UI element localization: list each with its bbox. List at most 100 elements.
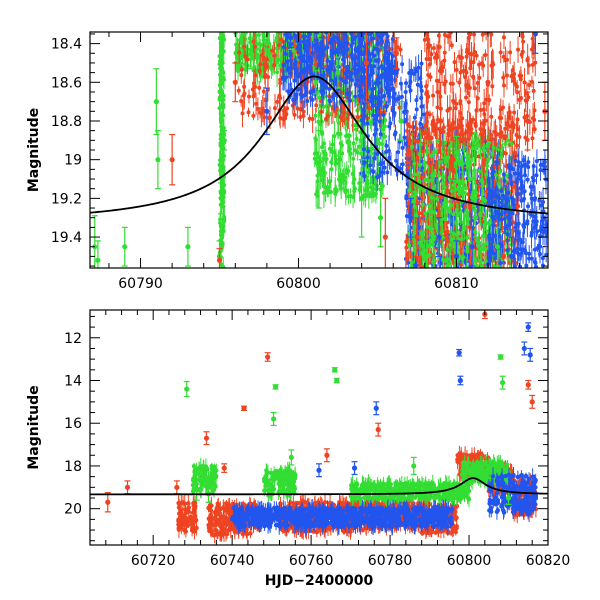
data-point	[503, 151, 508, 156]
data-point	[453, 225, 458, 230]
data-point	[343, 188, 348, 193]
data-point	[434, 161, 439, 166]
data-point	[375, 77, 380, 82]
data-point	[380, 94, 385, 99]
data-point	[367, 82, 372, 87]
data-point	[221, 33, 226, 38]
data-point	[385, 170, 390, 175]
data-point	[320, 91, 325, 96]
data-point	[272, 53, 277, 58]
data-point	[402, 135, 407, 140]
data-point	[417, 211, 422, 216]
data-point	[299, 56, 304, 61]
data-point	[515, 143, 520, 148]
data-point	[365, 68, 370, 73]
data-point	[242, 84, 247, 89]
data-point	[281, 76, 286, 81]
data-point	[380, 142, 385, 147]
data-point	[373, 191, 378, 196]
data-point	[351, 141, 356, 146]
data-point	[481, 135, 486, 140]
data-point	[338, 141, 343, 146]
data-point	[404, 256, 409, 261]
data-point	[319, 109, 324, 114]
data-point	[392, 111, 397, 116]
data-point	[404, 81, 409, 86]
data-point	[478, 127, 483, 132]
data-point	[353, 148, 358, 153]
data-point	[410, 144, 415, 149]
data-point	[351, 194, 356, 199]
data-point	[312, 151, 317, 156]
data-point	[377, 102, 382, 107]
data-point	[332, 82, 337, 87]
data-point	[256, 32, 261, 37]
data-point	[344, 40, 349, 45]
data-point	[414, 126, 419, 131]
data-point	[258, 62, 263, 67]
data-point	[418, 76, 423, 81]
data-point	[374, 127, 379, 132]
data-point	[328, 40, 333, 45]
data-point	[262, 115, 267, 120]
data-point	[251, 113, 256, 118]
data-point	[358, 87, 363, 92]
data-point	[451, 212, 456, 217]
data-point	[365, 181, 370, 186]
data-point	[258, 42, 263, 47]
data-point	[222, 77, 227, 82]
data-point	[322, 170, 327, 175]
data-point	[418, 255, 423, 260]
data-point	[412, 115, 417, 120]
data-point	[392, 64, 397, 69]
data-point	[217, 36, 222, 41]
data-point	[398, 47, 403, 52]
data-point	[264, 57, 269, 62]
data-point	[266, 74, 271, 79]
data-point	[352, 186, 357, 191]
data-point	[342, 110, 347, 115]
data-point	[336, 121, 341, 126]
data-point	[329, 167, 334, 172]
data-point	[355, 115, 360, 120]
data-point	[368, 32, 373, 37]
data-point	[384, 85, 389, 90]
data-point	[448, 199, 453, 204]
data-point	[375, 32, 380, 36]
data-point	[311, 88, 316, 93]
data-point	[348, 98, 353, 103]
data-point	[406, 147, 411, 152]
data-point	[366, 149, 371, 154]
data-point	[387, 71, 392, 76]
data-point	[328, 190, 333, 195]
data-point	[325, 185, 330, 190]
data-point	[349, 71, 354, 76]
top-panel: 60790 60800 6081018.418.618.81919.219.4Mag…	[26, 31, 549, 292]
data-point	[240, 111, 245, 116]
data-point	[408, 88, 413, 93]
data-point	[310, 51, 315, 56]
data-point	[324, 85, 329, 90]
data-point	[217, 83, 222, 88]
data-point	[289, 58, 294, 63]
data-point	[252, 81, 257, 86]
data-point	[415, 82, 420, 87]
data-point	[264, 64, 269, 69]
data-point	[339, 186, 344, 191]
data-point	[380, 33, 385, 38]
data-point	[318, 122, 323, 127]
data-point	[275, 46, 280, 51]
data-point	[323, 116, 328, 121]
data-point	[362, 44, 367, 49]
data-point	[414, 107, 419, 112]
data-point	[247, 94, 252, 99]
data-point	[278, 96, 283, 101]
data-point	[437, 210, 442, 215]
data-point	[365, 121, 370, 126]
data-point	[344, 168, 349, 173]
data-point	[278, 115, 283, 120]
data-point	[221, 200, 226, 205]
data-point	[457, 194, 462, 199]
data-point	[347, 74, 352, 79]
data-point	[380, 161, 385, 166]
